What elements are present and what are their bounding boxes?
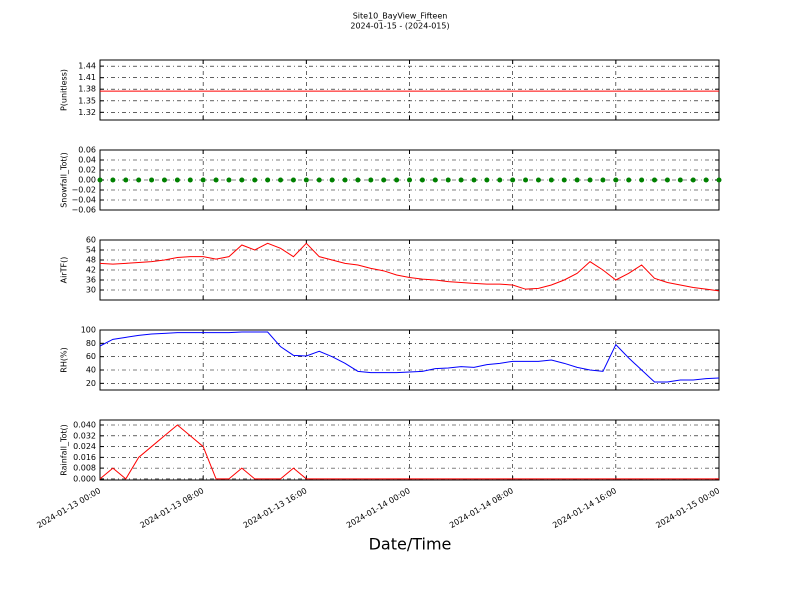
x-tick-label: 2024-01-14 16:00: [551, 486, 618, 530]
data-point: [639, 177, 645, 183]
data-point: [226, 177, 232, 183]
data-point: [561, 177, 567, 183]
y-axis-label: RH(%): [60, 347, 69, 372]
data-point: [355, 177, 361, 183]
y-tick-label: 54: [86, 246, 96, 255]
data-point: [703, 177, 709, 183]
y-tick-label: 0.040: [73, 420, 96, 429]
data-point: [316, 177, 322, 183]
x-tick-label: 2024-01-13 08:00: [138, 486, 205, 530]
data-point: [394, 177, 400, 183]
data-point: [161, 177, 167, 183]
y-tick-label: 1.35: [78, 96, 96, 105]
y-tick-label: 60: [86, 352, 96, 361]
data-point: [290, 177, 296, 183]
x-tick-label: 2024-01-14 08:00: [448, 486, 515, 530]
x-tick-label: 2024-01-14 00:00: [345, 486, 412, 530]
y-tick-label: 100: [81, 326, 96, 335]
data-point: [535, 177, 541, 183]
data-point: [600, 177, 606, 183]
chart-subtitle: 2024-01-15 - (2024-015): [350, 22, 449, 31]
data-point: [368, 177, 374, 183]
data-line: [99, 242, 720, 292]
y-axis-label: P(unitless): [60, 69, 69, 111]
y-tick-label: 1.44: [78, 62, 96, 71]
data-point: [149, 177, 155, 183]
x-axis-label: Date/Time: [369, 535, 452, 554]
data-point: [523, 177, 529, 183]
data-point: [587, 177, 593, 183]
y-tick-label: 80: [86, 339, 96, 348]
data-point: [407, 177, 412, 183]
y-tick-label: 40: [86, 366, 96, 375]
data-point: [664, 177, 670, 183]
data-point: [677, 177, 683, 183]
data-point: [471, 177, 477, 183]
data-point: [626, 177, 632, 183]
y-tick-label: 42: [86, 266, 96, 275]
chart-title: Site10_BayView_Fifteen: [353, 12, 448, 21]
y-tick-label: 48: [86, 256, 96, 265]
data-point: [278, 177, 284, 183]
y-tick-label: 0.00: [78, 176, 96, 185]
data-point: [110, 177, 116, 183]
data-point: [200, 177, 206, 183]
data-point: [136, 177, 142, 183]
y-tick-label: 0.000: [73, 474, 96, 483]
data-point: [342, 177, 348, 183]
x-tick-label: 2024-01-13 16:00: [242, 486, 309, 530]
y-axis-label: Rainfall_Tot(): [60, 424, 69, 476]
data-point: [613, 177, 619, 183]
data-point: [510, 177, 516, 183]
data-point: [445, 177, 451, 183]
data-point: [497, 177, 503, 183]
y-tick-label: 1.32: [78, 108, 96, 117]
y-tick-label: 0.024: [73, 442, 96, 451]
y-tick-label: −0.02: [71, 186, 96, 195]
data-point: [329, 177, 335, 183]
y-tick-label: 0.032: [73, 431, 96, 440]
y-tick-label: 0.016: [73, 453, 96, 462]
data-point: [239, 177, 245, 183]
data-point: [716, 177, 722, 183]
data-point: [548, 177, 554, 183]
data-point: [690, 177, 696, 183]
data-point: [381, 177, 387, 183]
data-point: [252, 177, 258, 183]
y-axis-label: AirTF(): [60, 257, 69, 284]
x-tick-label: 2024-01-13 00:00: [35, 486, 102, 530]
data-point: [574, 177, 580, 183]
data-point: [419, 177, 425, 183]
data-line: [99, 424, 719, 480]
data-point: [652, 177, 658, 183]
y-tick-label: 0.02: [78, 166, 96, 175]
y-tick-label: 36: [86, 276, 96, 285]
data-point: [174, 177, 180, 183]
y-tick-label: −0.06: [71, 206, 96, 215]
y-tick-label: 0.04: [78, 156, 96, 165]
y-tick-label: 1.41: [78, 73, 96, 82]
data-point: [484, 177, 490, 183]
data-point: [458, 177, 464, 183]
y-tick-label: 0.008: [73, 464, 96, 473]
y-tick-label: 60: [86, 236, 96, 245]
data-point: [187, 177, 193, 183]
data-point: [213, 177, 219, 183]
data-point: [265, 177, 271, 183]
y-tick-label: −0.04: [71, 196, 96, 205]
y-tick-label: 0.06: [78, 146, 96, 155]
y-tick-label: 30: [86, 286, 96, 295]
data-point: [432, 177, 438, 183]
x-tick-label: 2024-01-15 00:00: [654, 486, 721, 530]
y-axis-label: Snowfall_Tot(): [60, 152, 69, 208]
data-point: [303, 177, 309, 183]
data-line: [99, 331, 720, 383]
y-tick-label: 1.38: [78, 85, 96, 94]
data-point: [123, 177, 129, 183]
y-tick-label: 20: [86, 379, 96, 388]
data-point: [97, 177, 103, 183]
